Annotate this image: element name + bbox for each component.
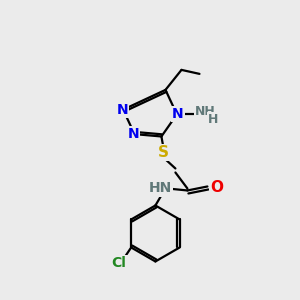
Text: H: H xyxy=(208,113,218,126)
Text: HN: HN xyxy=(149,182,172,196)
Text: N: N xyxy=(128,127,139,141)
Text: NH: NH xyxy=(194,105,215,118)
Text: O: O xyxy=(210,180,223,195)
Text: Cl: Cl xyxy=(112,256,127,271)
Text: N: N xyxy=(116,103,128,117)
Text: S: S xyxy=(158,145,169,160)
Text: N: N xyxy=(172,107,184,122)
